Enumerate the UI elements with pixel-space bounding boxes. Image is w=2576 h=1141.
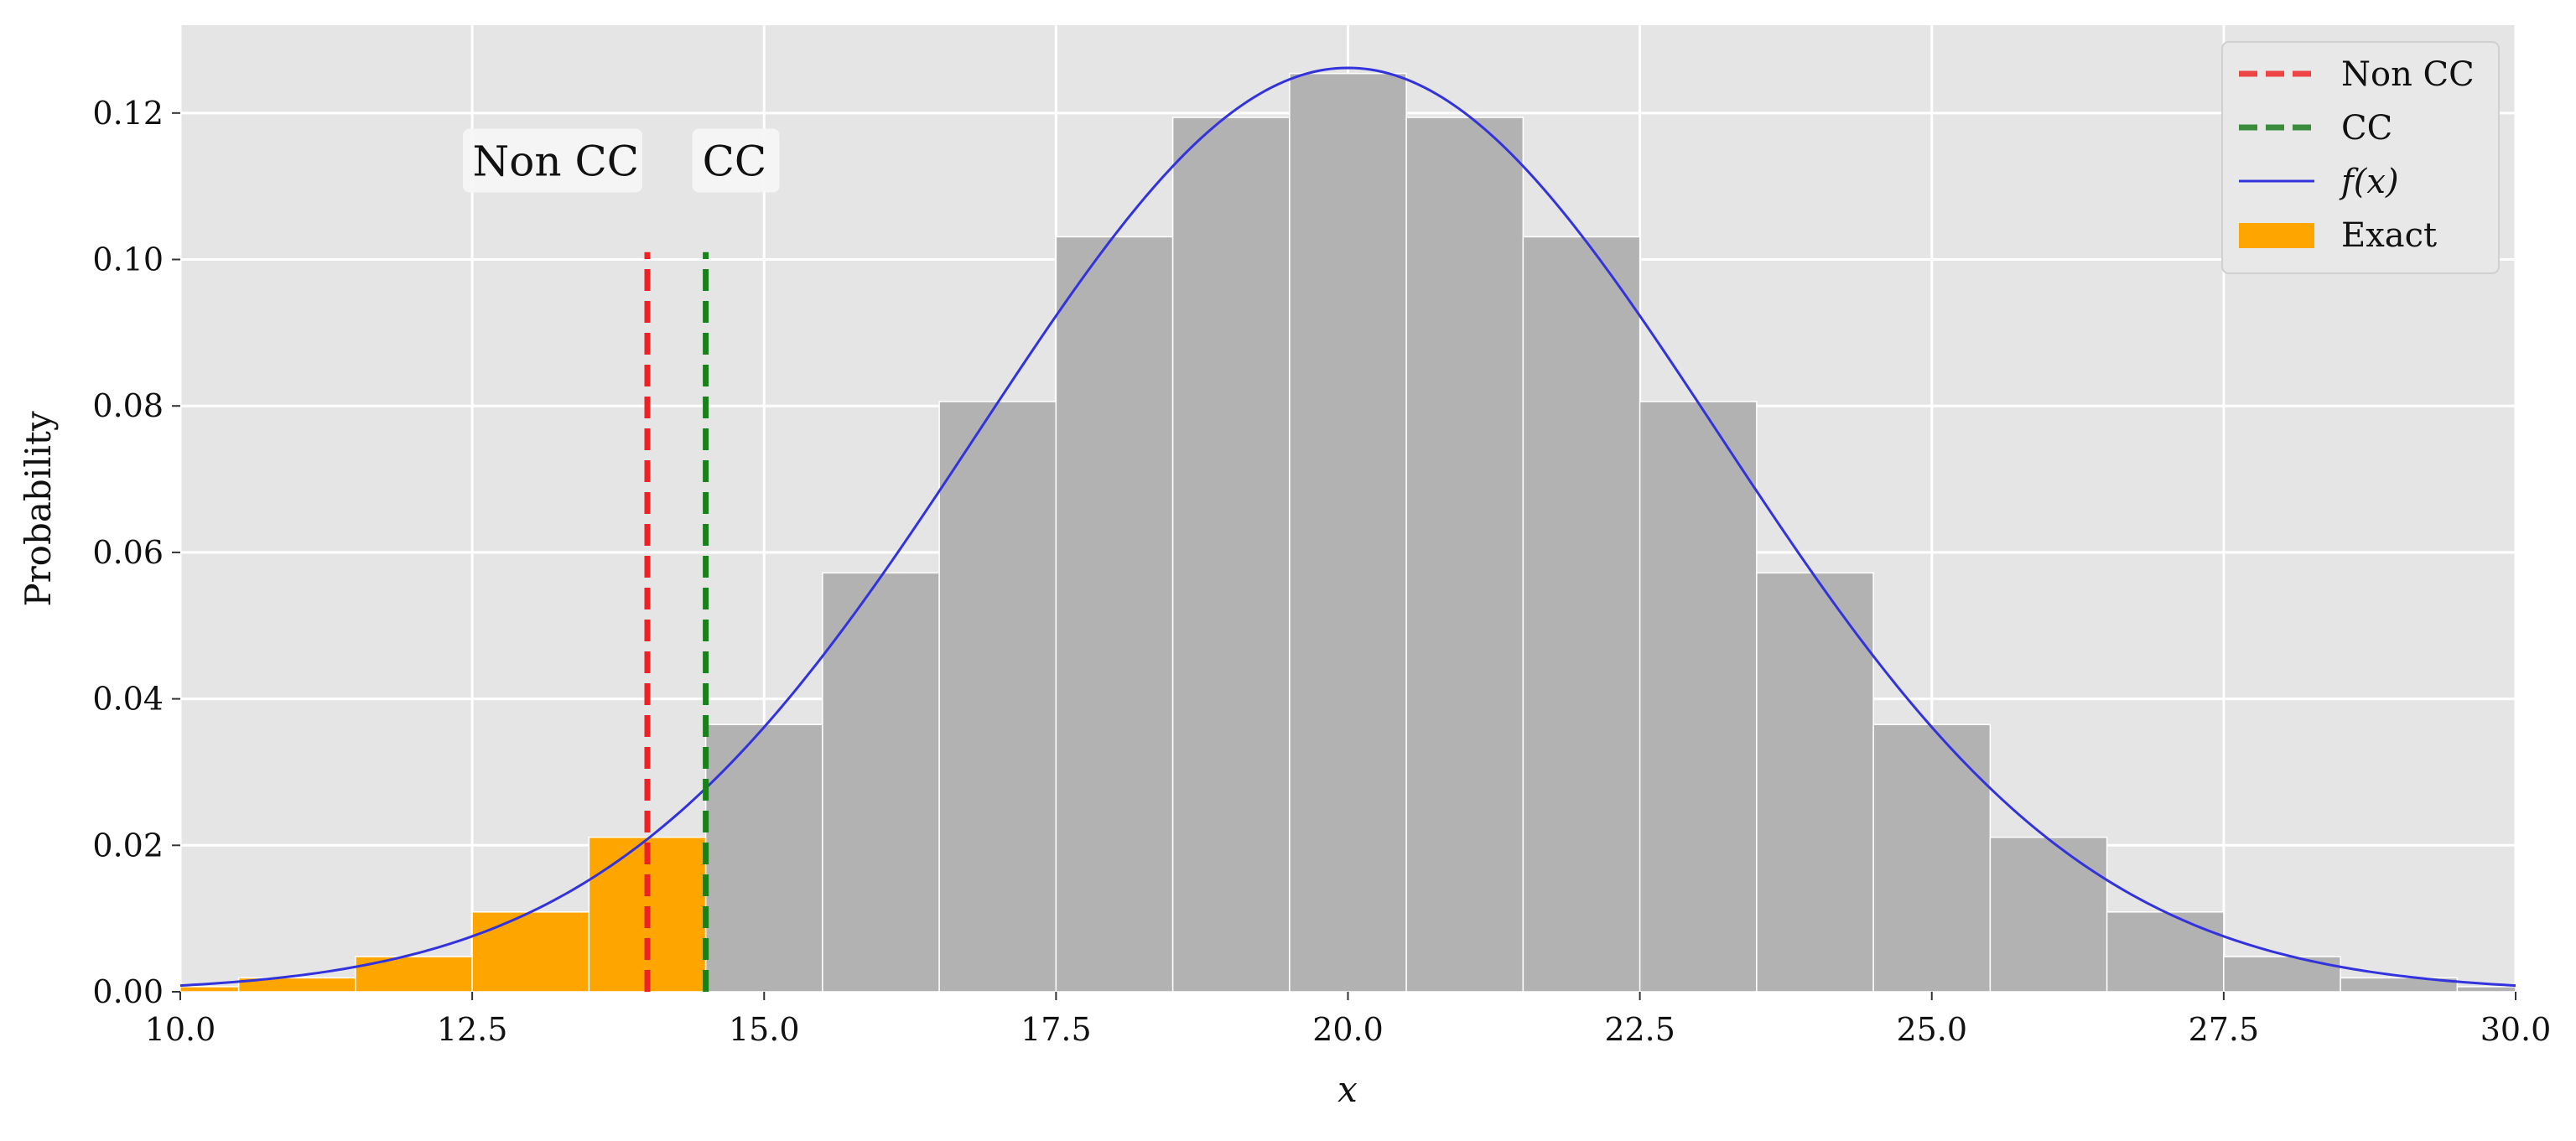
histogram-bar	[179, 986, 240, 993]
histogram-bar	[1756, 572, 1874, 993]
annotation-box	[463, 128, 642, 193]
histogram-bar	[704, 723, 823, 993]
y-axis-title: Probability	[18, 411, 59, 607]
x-tick-label: 22.5	[1604, 1011, 1675, 1048]
legend: Non CC CC f(x) Exact	[2221, 41, 2500, 274]
annotation-non-cc: Non CC	[473, 137, 639, 186]
legend-box	[2221, 41, 2500, 274]
x-tick-label: 10.0	[145, 1011, 216, 1048]
histogram-bar	[2223, 956, 2341, 993]
legend-label: CC	[2341, 109, 2392, 148]
x-tick-label: 15.0	[729, 1011, 800, 1048]
histogram-bar	[1989, 836, 2108, 993]
legend-swatch	[2239, 223, 2314, 248]
histogram-bar	[938, 401, 1057, 993]
histogram-bar	[1405, 117, 1524, 993]
x-tick-label: 20.0	[1312, 1011, 1384, 1048]
histogram-bar	[1872, 723, 1992, 993]
y-tick-label: 0.10	[92, 241, 164, 278]
x-tick-label: 30.0	[2480, 1011, 2552, 1048]
y-tick-label: 0.04	[92, 681, 164, 718]
y-tick-label: 0.06	[92, 534, 164, 571]
histogram-bar	[1522, 236, 1641, 993]
x-tick-label: 25.0	[1896, 1011, 1967, 1048]
density-curve-group	[179, 66, 2516, 988]
y-tick-label: 0.08	[92, 387, 164, 424]
x-axis-title: x	[1337, 1069, 1358, 1110]
x-tick-label: 17.5	[1021, 1011, 1092, 1048]
histogram-bar	[1639, 401, 1758, 993]
histogram-bar	[1171, 117, 1291, 993]
legend-label: Exact	[2341, 216, 2437, 255]
legend-label: f(x)	[2339, 163, 2399, 201]
y-tick-label: 0.00	[92, 973, 164, 1010]
density-curve	[179, 66, 2516, 988]
histogram-bars	[179, 72, 2516, 993]
x-tick-label: 27.5	[2189, 1011, 2260, 1048]
histogram-bar	[2340, 977, 2459, 993]
histogram-bar	[1055, 236, 1174, 993]
histogram-bar	[1289, 72, 1407, 993]
histogram-bar	[355, 956, 473, 993]
histogram-bar	[2456, 986, 2516, 993]
x-tick-label: 12.5	[437, 1011, 508, 1048]
legend-label: Non CC	[2341, 55, 2475, 94]
annotation-box	[692, 128, 780, 193]
histogram-bar	[471, 911, 590, 993]
y-tick-labels: 0.00 0.02 0.04 0.06 0.08 0.10 0.12	[92, 95, 180, 1010]
x-tick-labels: 10.0 12.5 15.0 17.5 20.0 22.5 25.0 27.5 30.0	[145, 992, 2552, 1048]
histogram-bar	[822, 572, 940, 993]
y-tick-label: 0.12	[92, 95, 164, 132]
y-tick-label: 0.02	[92, 827, 164, 864]
histogram-bar	[2106, 911, 2225, 993]
annotation-cc: CC	[703, 137, 767, 186]
reference-lines: Non CC CC	[463, 128, 780, 992]
